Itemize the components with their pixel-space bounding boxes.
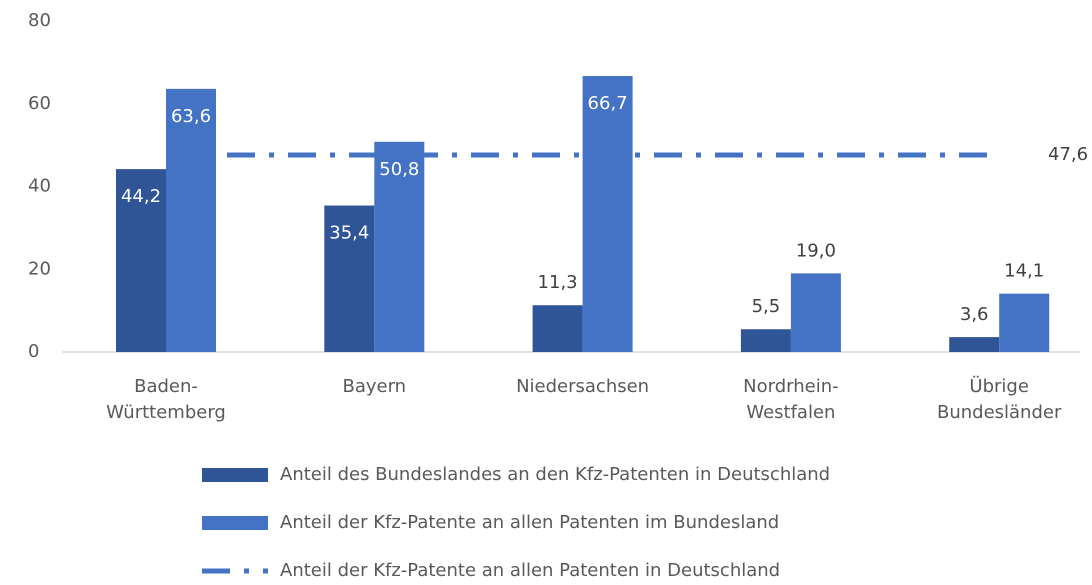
x-tick-label: Übrige Bundesländer bbox=[936, 376, 1062, 423]
data-label: 44,2 bbox=[121, 186, 161, 207]
x-tick-label: Baden- Württemberg bbox=[106, 376, 226, 423]
data-label: 66,7 bbox=[588, 93, 628, 114]
y-tick-label: 0 bbox=[28, 341, 39, 362]
reference-label: 47,6 bbox=[1048, 144, 1088, 165]
data-label: 63,6 bbox=[171, 106, 211, 127]
legend-swatch bbox=[202, 516, 268, 530]
data-label: 3,6 bbox=[960, 304, 989, 325]
data-label: 14,1 bbox=[1004, 261, 1044, 282]
legend-swatch bbox=[202, 468, 268, 482]
bar bbox=[740, 329, 791, 352]
data-label: 5,5 bbox=[752, 296, 781, 317]
y-tick-label: 20 bbox=[28, 258, 51, 279]
bar bbox=[790, 273, 841, 352]
legend-label: Anteil der Kfz-Patente an allen Patenten… bbox=[280, 560, 780, 581]
legend-label: Anteil der Kfz-Patente an allen Patenten… bbox=[280, 512, 779, 533]
data-label: 50,8 bbox=[379, 159, 419, 180]
legend-label: Anteil des Bundeslandes an den Kfz-Paten… bbox=[280, 464, 830, 485]
y-tick-label: 40 bbox=[28, 176, 51, 197]
bar bbox=[374, 141, 425, 352]
data-label: 11,3 bbox=[538, 272, 578, 293]
x-tick-label: Bayern bbox=[342, 376, 407, 397]
bar bbox=[324, 205, 375, 352]
bar bbox=[999, 293, 1050, 352]
bar bbox=[116, 169, 166, 352]
x-tick-label: Nordrhein- Westfalen bbox=[743, 376, 839, 423]
y-tick-label: 80 bbox=[28, 10, 51, 31]
x-tick-label: Niedersachsen bbox=[516, 376, 650, 397]
bar bbox=[582, 76, 633, 352]
data-label: 35,4 bbox=[329, 223, 369, 244]
y-tick-label: 60 bbox=[28, 93, 51, 114]
bar bbox=[949, 337, 1000, 352]
bar bbox=[166, 88, 216, 352]
data-label: 19,0 bbox=[796, 240, 836, 261]
bar bbox=[532, 305, 583, 352]
